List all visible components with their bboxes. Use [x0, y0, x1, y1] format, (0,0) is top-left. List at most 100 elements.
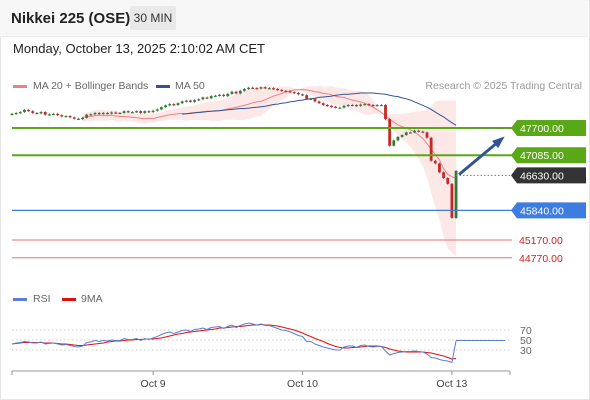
candle-body [89, 114, 93, 116]
candle-body [446, 178, 450, 184]
candle-body [309, 98, 313, 100]
candle-body [442, 172, 445, 179]
candle-body [230, 91, 234, 94]
candle-body [255, 88, 259, 90]
candle-body [10, 113, 14, 116]
candle-body [296, 93, 300, 95]
candle-body [126, 111, 130, 113]
candle-body [359, 104, 362, 106]
candle-body [400, 135, 404, 137]
candle-body [23, 109, 26, 113]
candle-body [334, 106, 338, 108]
level-46630-label: 46630.00 [520, 170, 564, 182]
candle-body [93, 112, 97, 115]
candle-body [101, 112, 105, 115]
candle-body [321, 103, 325, 105]
candle-body [338, 107, 342, 109]
candle-body [267, 88, 271, 90]
x-label-oct-9: Oct 9 [141, 378, 166, 390]
candle-body [47, 114, 51, 116]
level-45840-label: 45840.00 [520, 205, 564, 217]
timestamp: Monday, October 13, 2025 2:10:02 AM CET [13, 41, 265, 56]
candle-body [350, 104, 354, 107]
candle-body [14, 112, 18, 115]
candle-body [130, 112, 134, 114]
candle-body [189, 100, 192, 102]
candle-body [77, 118, 80, 120]
candle-body [259, 87, 263, 89]
candle-body [139, 111, 143, 113]
candle-body [305, 95, 309, 99]
level-44770-label: 44770.00 [519, 253, 563, 265]
candle-body [247, 87, 250, 90]
candle-body [367, 104, 371, 106]
candle-body [330, 105, 333, 108]
candle-body [421, 131, 425, 133]
candle-body [263, 87, 267, 89]
candle-body [276, 89, 279, 91]
candle-body [417, 130, 421, 132]
level-47085-tag [511, 147, 586, 164]
candle-body [251, 87, 255, 89]
candle-body [135, 111, 138, 113]
candle-body [168, 104, 172, 106]
candle-body [301, 94, 304, 96]
candle-body [404, 132, 408, 136]
timeframe-button[interactable]: 30 MIN [130, 6, 176, 30]
candle-body [363, 104, 367, 106]
candle-body [313, 98, 317, 102]
rsi-tick-30: 30 [520, 345, 532, 357]
candle-body [18, 112, 22, 114]
candle-body [292, 92, 296, 94]
candle-body [60, 115, 64, 117]
candle-body [118, 112, 122, 115]
candle-body [27, 109, 30, 112]
candle-body [346, 104, 350, 107]
candle-body [143, 111, 147, 113]
candle-body [413, 130, 416, 133]
candle-body [375, 104, 379, 107]
candle-body [151, 110, 155, 113]
candle-body [197, 99, 201, 101]
candle-body [52, 113, 55, 116]
rsi-tick-50: 50 [520, 335, 532, 347]
rsi-tick-70: 70 [520, 325, 532, 337]
candle-body [317, 101, 321, 104]
ma20-line [82, 88, 457, 179]
level-47700-tag [511, 120, 586, 136]
candle-body [234, 91, 238, 94]
candle-body [218, 94, 221, 96]
candle-body [72, 117, 76, 119]
level-46630-tag [511, 167, 586, 184]
candle-body [454, 170, 458, 218]
candle-body [392, 140, 396, 146]
instrument-title: Nikkei 225 (OSE) [11, 10, 131, 27]
candle-body [205, 97, 209, 99]
candle-body [450, 183, 454, 218]
candle-body [284, 90, 288, 92]
candle-body [155, 109, 159, 111]
candle-body [222, 94, 226, 97]
candle-body [85, 114, 89, 118]
forecast-arrow-head [492, 136, 505, 149]
candle-body [371, 104, 375, 107]
candle-body [409, 132, 412, 134]
level-45170-label: 45170.00 [519, 235, 563, 247]
candle-body [388, 119, 392, 146]
candle-body [326, 104, 329, 107]
candle-body [164, 105, 167, 108]
candle-body [172, 104, 176, 106]
candle-body [180, 101, 184, 104]
candle-body [176, 103, 180, 105]
rsi-ma-legend-swatch [62, 298, 76, 301]
candle-body [35, 112, 39, 115]
forecast-arrow [458, 139, 501, 176]
ma50-legend-label: MA 50 [175, 80, 205, 92]
candle-body [64, 116, 68, 118]
candle-body [425, 132, 429, 138]
candle-body [213, 95, 217, 97]
x-label-oct-10: Oct 10 [287, 378, 318, 390]
rsi-line [11, 322, 457, 364]
candle-body [160, 107, 163, 110]
